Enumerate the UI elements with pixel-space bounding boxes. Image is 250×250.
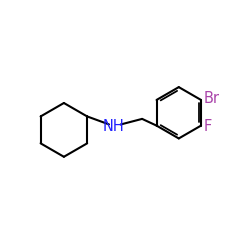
Text: Br: Br — [204, 91, 220, 106]
Text: NH: NH — [103, 119, 125, 134]
Text: F: F — [204, 119, 212, 134]
